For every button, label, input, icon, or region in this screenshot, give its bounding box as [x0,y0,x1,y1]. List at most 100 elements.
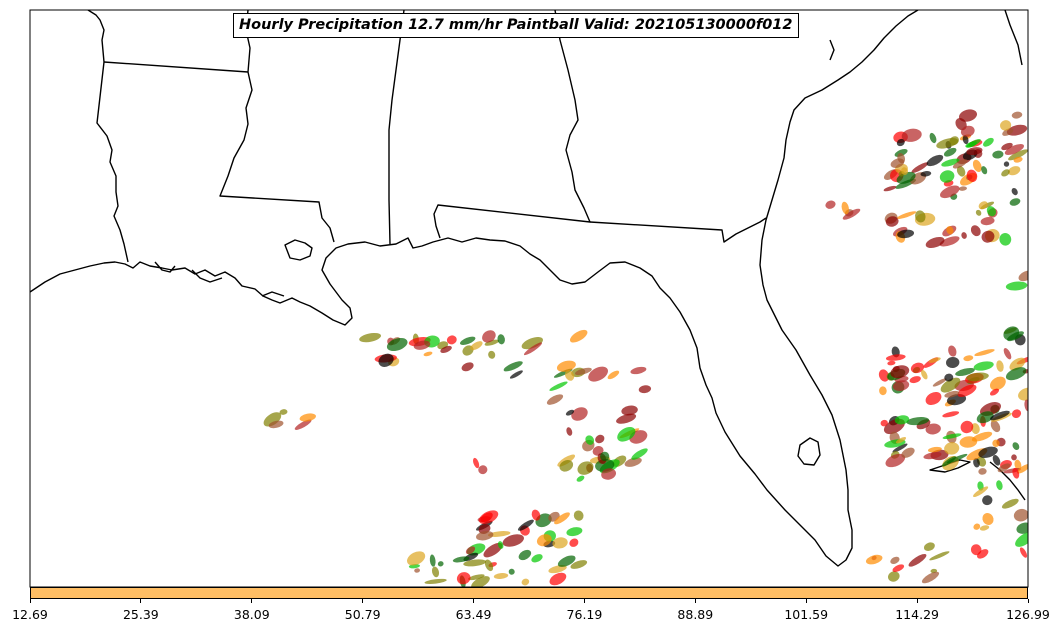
precip-paintball-blob [825,200,836,209]
precip-paintball-blob [942,433,962,440]
precip-paintball-blob [958,109,978,122]
colorbar-tick [916,599,918,603]
precip-paintball-blob [973,486,989,497]
precip-paintball-blob [588,366,608,382]
precip-paintball-blob [546,394,564,405]
precip-paintball-blob [901,447,915,458]
bay-shoreline [154,261,176,273]
precip-paintball-blob [359,332,382,343]
coast-detail [1004,10,1023,66]
precip-paintball-blob [910,362,925,374]
precip-paintball-blob [923,452,942,460]
precip-paintball-blob [521,337,544,350]
lake [797,437,821,466]
precip-paintball-blob [973,361,994,371]
precip-paintball-blob [559,460,574,472]
colorbar-tick-label: 63.49 [455,607,492,622]
precip-paintball-blob [975,209,982,216]
colorbar-tick-label: 101.59 [784,607,829,622]
precip-paintball-blob [940,185,960,199]
precip-paintball-blob [549,381,568,391]
precip-paintball-blob [925,423,941,435]
colorbar-tick [694,599,696,603]
precip-paintball-blob [575,367,592,376]
precip-paintball-blob [1008,149,1028,161]
precip-paintball-blob [927,446,942,453]
precip-paintball-blob [908,553,927,567]
precip-paintball-blob [1016,522,1028,534]
precip-paintball-blob [601,468,617,480]
colorbar-tick-label: 38.09 [233,607,270,622]
precip-paintball-blob [414,568,420,573]
precip-paintball-blob [944,442,960,455]
precip-paintball-blob [981,230,995,243]
precip-paintball-blob [1011,111,1023,119]
state-border [388,10,405,245]
precip-paintball-blob [915,210,926,223]
precip-paintball-blob [894,415,910,425]
precip-paintball-blob [536,534,552,547]
precip-paintball-blob [502,534,524,547]
precip-paintball-blob [1014,459,1022,471]
island [989,461,1026,501]
colorbar-tick-label: 12.69 [12,607,48,622]
precip-paintball-blob [971,431,993,442]
precip-paintball-blob [890,556,900,565]
precip-paintball-blob [431,566,440,578]
precip-paintball-blob [929,132,937,144]
colorbar [30,587,1028,599]
precip-paintball-blob [976,411,994,424]
precip-paintball-blob [523,342,543,356]
precip-paintball-blob [981,166,988,175]
precip-paintball-blob [470,341,483,351]
precip-paintball-blob [955,117,967,131]
precip-paintball-blob [1001,498,1019,509]
state-border [103,61,249,73]
precip-paintball-blob [932,378,947,387]
precip-paintball-blob [1003,161,1010,167]
precip-paintball-blob [961,232,967,239]
precip-paintball-blob [497,334,505,345]
colorbar-tick [140,599,142,603]
precip-paintball-blob [956,166,966,177]
precip-paintball-blob [595,434,605,444]
precip-paintball-blob [966,372,989,382]
precip-paintball-blob [896,138,905,147]
precip-paintball-blob [478,465,488,475]
precip-paintball-blob [888,571,900,582]
precip-paintball-blob [1011,188,1018,196]
precip-paintball-blob [941,456,957,467]
precip-paintball-blob [482,330,496,343]
precip-paintball-blob [299,413,316,422]
precip-paintball-blob [556,360,576,372]
precip-paintball-blob [585,435,595,445]
precip-paintball-blob [895,437,907,444]
precip-paintball-blob [508,568,515,575]
precip-paintball-blob [990,420,1001,433]
precip-paintball-blob [386,337,408,352]
precip-paintball-blob [549,572,567,586]
precip-paintball-blob [1008,166,1021,176]
precip-paintball-blob [958,186,967,191]
precip-paintball-blob [966,147,983,156]
colorbar-tick-label: 114.29 [895,607,939,622]
precip-paintball-blob [897,229,915,239]
precip-paintball-blob [946,226,954,235]
precip-paintball-blob [576,475,585,482]
precip-paintball-blob [521,578,530,586]
precip-paintball-blob [452,556,470,563]
precip-paintball-blob [565,409,575,416]
precip-paintball-blob [982,513,994,525]
precip-paintball-blob [631,448,648,460]
colorbar-tick [473,599,475,603]
precip-paintball-blob [484,559,494,572]
precip-paintball-blob [885,453,906,468]
precip-paintball-blob [901,128,922,142]
precip-paintball-blob [456,572,471,585]
lake [284,239,313,261]
precip-paintball-blob [473,457,480,469]
precip-paintball-blob [446,335,457,345]
precip-paintball-blob [1012,442,1020,450]
precip-paintball-blob [531,509,541,521]
colorbar-tick [362,599,364,603]
